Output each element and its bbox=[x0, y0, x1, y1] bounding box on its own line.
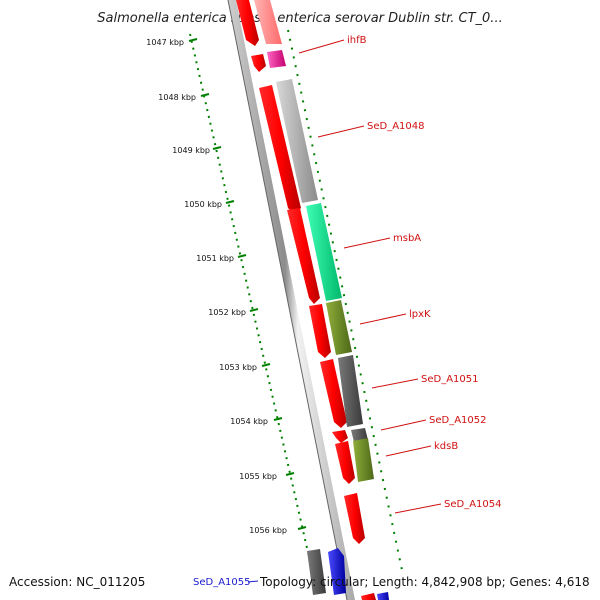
leader-line bbox=[359, 313, 407, 325]
kbp-label: 1052 kbp bbox=[208, 308, 246, 317]
kbp-label: 1056 kbp bbox=[249, 526, 287, 535]
scale-tick bbox=[225, 200, 235, 204]
leader-line bbox=[371, 378, 419, 389]
gene-track bbox=[254, 0, 389, 600]
cds-track bbox=[236, 0, 376, 600]
scale-track bbox=[189, 29, 403, 571]
gene-feature-kdsB[interactable] bbox=[353, 438, 374, 482]
gene-label-SeD_A1052[interactable]: SeD_A1052 bbox=[429, 415, 487, 426]
leader-line-blue bbox=[247, 580, 259, 583]
topology-text: Topology: circular; Length: 4,842,908 bp… bbox=[259, 575, 590, 589]
scale-labels: 1047 kbp 1048 kbp 1049 kbp 1050 kbp 1051… bbox=[146, 38, 287, 535]
gene-feature-ihfB[interactable] bbox=[267, 50, 286, 68]
genome-backbone bbox=[228, 0, 355, 600]
gene-feature-SeD_A1052[interactable] bbox=[351, 428, 368, 442]
gene-label-msbA[interactable]: msbA bbox=[393, 233, 421, 244]
label-leaders bbox=[247, 39, 442, 583]
kbp-label: 1047 kbp bbox=[146, 38, 184, 47]
genome-title: Salmonella enterica subsp. enterica sero… bbox=[97, 11, 502, 26]
kbp-label: 1048 kbp bbox=[158, 93, 196, 102]
leader-line bbox=[298, 39, 345, 54]
gene-feature-SeD_A1048[interactable] bbox=[276, 79, 318, 203]
kbp-label: 1051 kbp bbox=[196, 254, 234, 263]
cds-feature[interactable] bbox=[361, 593, 376, 600]
scale-tick bbox=[273, 417, 283, 421]
gene-feature-top[interactable] bbox=[254, 0, 282, 44]
leader-line bbox=[380, 419, 427, 431]
leader-line bbox=[385, 445, 432, 457]
gene-feature-SeD_A1051[interactable] bbox=[338, 355, 363, 427]
leader-line bbox=[343, 237, 391, 249]
gene-label-SeD_A1055[interactable]: SeD_A1055 bbox=[193, 577, 251, 588]
gene-feature-SeD_A1055-dark[interactable] bbox=[307, 549, 326, 595]
kbp-label: 1055 kbp bbox=[239, 472, 277, 481]
gene-label-ihfB[interactable]: ihfB bbox=[347, 35, 367, 46]
scale-tick bbox=[237, 254, 247, 258]
leader-line bbox=[317, 125, 365, 138]
gene-label-SeD_A1051[interactable]: SeD_A1051 bbox=[421, 374, 479, 385]
scale-tick bbox=[297, 526, 307, 530]
scale-dotted-line-right bbox=[287, 29, 403, 571]
gene-label-SeD_A1054[interactable]: SeD_A1054 bbox=[444, 499, 502, 510]
genome-backbone-edge bbox=[227, 0, 348, 600]
gene-feature-SeD_A1055[interactable] bbox=[328, 548, 346, 595]
cds-feature[interactable] bbox=[320, 359, 347, 428]
gene-label-kdsB[interactable]: kdsB bbox=[434, 441, 458, 452]
cds-feature[interactable] bbox=[287, 208, 320, 304]
cds-feature[interactable] bbox=[309, 304, 331, 358]
scale-tick bbox=[212, 146, 222, 150]
gene-labels: ihfB SeD_A1048 msbA lpxK SeD_A1051 SeD_A… bbox=[193, 35, 502, 588]
scale-tick bbox=[285, 472, 295, 476]
cds-feature[interactable] bbox=[251, 54, 266, 72]
scale-tick bbox=[200, 93, 210, 97]
cds-feature[interactable] bbox=[332, 430, 348, 443]
scale-tick bbox=[261, 363, 271, 367]
accession-text: Accession: NC_011205 bbox=[9, 575, 145, 589]
gene-feature-msbA[interactable] bbox=[306, 203, 342, 301]
scale-ticks bbox=[188, 38, 307, 530]
leader-line bbox=[394, 503, 442, 514]
kbp-label: 1049 kbp bbox=[172, 146, 210, 155]
gene-label-lpxK[interactable]: lpxK bbox=[409, 309, 431, 320]
cds-feature[interactable] bbox=[335, 441, 355, 484]
kbp-label: 1053 kbp bbox=[219, 363, 257, 372]
cds-feature[interactable] bbox=[236, 0, 259, 46]
scale-tick bbox=[188, 38, 198, 42]
kbp-label: 1054 kbp bbox=[230, 417, 268, 426]
cds-feature[interactable] bbox=[344, 493, 365, 544]
cds-feature[interactable] bbox=[259, 85, 301, 214]
scale-dotted-line bbox=[189, 33, 313, 571]
gene-label-SeD_A1048[interactable]: SeD_A1048 bbox=[367, 121, 425, 132]
scale-tick bbox=[249, 308, 259, 312]
gene-feature-bottom-blue[interactable] bbox=[377, 592, 389, 600]
kbp-label: 1050 kbp bbox=[184, 200, 222, 209]
gene-feature-lpxK[interactable] bbox=[326, 300, 352, 355]
